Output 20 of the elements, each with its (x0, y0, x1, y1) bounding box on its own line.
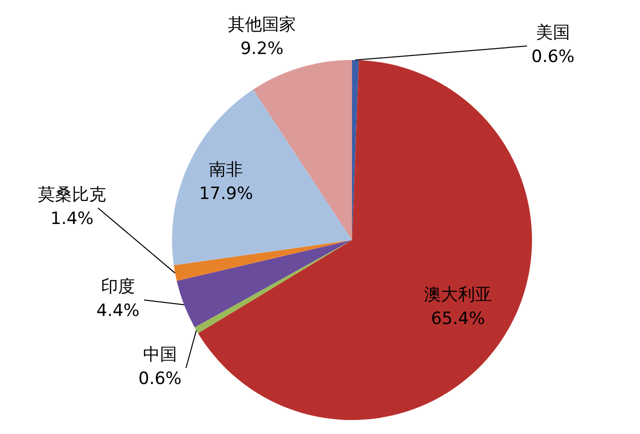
data-label: 4.4% (96, 301, 140, 321)
slice-label: 南非 (209, 160, 243, 180)
data-label: 17.9% (198, 184, 254, 204)
data-label: 1.4% (50, 209, 94, 229)
pie-slice (194, 240, 352, 334)
slice-label: 莫桑比克 (38, 185, 106, 205)
pie-slice (198, 60, 532, 420)
slice-label: 澳大利亚 (424, 285, 492, 305)
data-label: 0.6% (531, 47, 575, 67)
data-label: 9.2% (240, 39, 284, 59)
pie-slice (253, 60, 352, 240)
slice-label: 美国 (536, 23, 570, 43)
slice-label: 中国 (143, 345, 177, 365)
pie-slice (172, 90, 352, 266)
data-label: 0.6% (138, 369, 182, 389)
slice-label: 印度 (101, 277, 135, 297)
data-label: 65.4% (430, 309, 486, 329)
pie-slice (176, 240, 352, 328)
pie-slice (174, 240, 352, 281)
slice-label: 其他国家 (228, 15, 296, 35)
